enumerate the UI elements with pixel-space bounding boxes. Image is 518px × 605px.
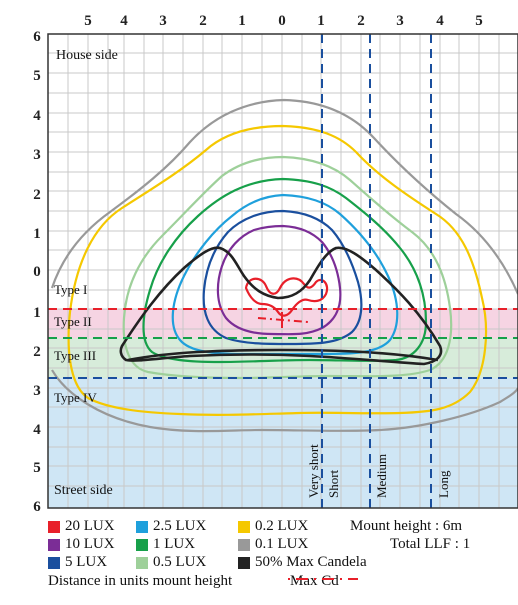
x-tick: 1 — [317, 13, 325, 29]
type-3-label: Type III — [54, 348, 96, 363]
legend-swatch — [238, 520, 250, 533]
x-tick: 3 — [159, 13, 167, 29]
x-tick: 2 — [357, 13, 365, 29]
house-side-label: House side — [56, 48, 118, 63]
contour-1-lux — [142, 177, 428, 364]
y-tick: 1 — [33, 226, 41, 242]
legend-item-5-lux: 5 LUX — [48, 554, 107, 571]
y-tick: 5 — [33, 68, 41, 84]
legend-item-0-1-lux: 0.1 LUX — [238, 536, 308, 553]
x-tick: 1 — [238, 13, 246, 29]
legend-label: 50% Max Candela — [255, 554, 367, 570]
legend-label: 0.2 LUX — [255, 518, 309, 534]
medium-label: Medium — [374, 454, 389, 498]
legend-swatch — [238, 556, 250, 569]
y-tick: 5 — [33, 460, 41, 476]
legend-swatch — [48, 556, 60, 569]
legend-item-20-lux: 20 LUX — [48, 518, 115, 535]
legend-label: 2.5 LUX — [153, 518, 207, 534]
contour-20-lux — [244, 277, 329, 317]
total-llf: Total LLF : 1 — [390, 536, 471, 552]
grid — [47, 33, 518, 509]
legend-swatch — [238, 538, 250, 551]
x-tick: 4 — [120, 13, 128, 29]
type-4-label: Type IV — [54, 390, 97, 405]
legend-label: 1 LUX — [153, 536, 196, 552]
y-tick: 6 — [33, 29, 41, 45]
legend-label: 10 LUX — [65, 536, 115, 552]
y-tick: 1 — [33, 305, 41, 321]
short-label: Short — [326, 469, 341, 498]
y-tick: 2 — [33, 344, 41, 360]
long-label: Long — [436, 470, 451, 498]
very-short-label: Very short — [306, 444, 321, 498]
y-tick: 3 — [33, 383, 41, 399]
distance-note: Distance in units mount height — [48, 573, 233, 589]
y-tick-labels: 6 5 4 3 2 1 0 1 2 3 4 5 6 — [33, 29, 41, 515]
y-tick: 6 — [33, 499, 41, 515]
contour-0-1-lux — [50, 98, 518, 433]
legend-item-1-lux: 1 LUX — [136, 536, 195, 553]
y-tick: 0 — [33, 264, 41, 280]
legend-item-0-2-lux: 0.2 LUX — [238, 518, 308, 535]
legend-item-2-5-lux: 2.5 LUX — [136, 518, 206, 535]
x-tick: 5 — [475, 13, 483, 29]
max-cd-legend: Max Cd — [286, 573, 358, 590]
legend: 20 LUX 10 LUX 5 LUX 2.5 LUX 1 LUX 0.5 LU… — [48, 518, 518, 605]
chart-frame — [47, 33, 518, 509]
contour-50-max-candela — [119, 246, 443, 366]
y-tick: 4 — [33, 108, 41, 124]
type-2-label: Type II — [54, 314, 92, 329]
x-tick: 2 — [199, 13, 207, 29]
legend-swatch — [136, 538, 148, 551]
contour-0-5-lux — [122, 155, 453, 380]
y-tick: 4 — [33, 422, 41, 438]
x-tick-labels: 5 4 3 2 1 0 1 2 3 4 5 — [84, 13, 483, 29]
legend-swatch — [136, 520, 148, 533]
x-tick: 4 — [436, 13, 444, 29]
legend-label: 20 LUX — [65, 518, 115, 534]
x-tick: 5 — [84, 13, 92, 29]
legend-item-0-5-lux: 0.5 LUX — [136, 554, 206, 571]
y-tick: 3 — [33, 147, 41, 163]
max-cd-label: Max Cd — [290, 573, 339, 589]
legend-item-10-lux: 10 LUX — [48, 536, 115, 553]
mount-height: Mount height : 6m — [350, 518, 463, 534]
y-tick: 2 — [33, 187, 41, 203]
type-1-label: Type I — [54, 282, 87, 297]
legend-swatch — [48, 520, 60, 533]
legend-item-50-max-candela: 50% Max Candela — [238, 554, 367, 571]
legend-swatch — [48, 538, 60, 551]
x-tick: 0 — [278, 13, 286, 29]
legend-swatch — [136, 556, 148, 569]
legend-label: 5 LUX — [65, 554, 108, 570]
contour-0-2-lux — [67, 124, 488, 416]
legend-label: 0.1 LUX — [255, 536, 309, 552]
max-cd-legend-line — [288, 578, 358, 580]
x-tick: 3 — [396, 13, 404, 29]
street-side-label: Street side — [54, 483, 113, 498]
legend-label: 0.5 LUX — [153, 554, 207, 570]
